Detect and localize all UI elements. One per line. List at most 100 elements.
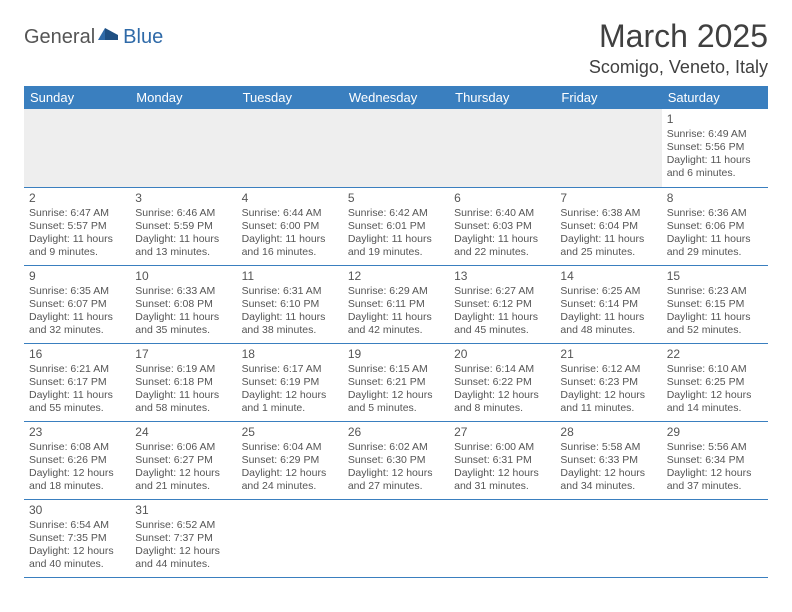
- day-number: 29: [667, 425, 763, 440]
- logo-text-blue: Blue: [123, 26, 163, 49]
- logo-text-general: General: [24, 26, 95, 49]
- sunset-line: Sunset: 7:35 PM: [29, 532, 125, 545]
- calendar-cell: 4Sunrise: 6:44 AMSunset: 6:00 PMDaylight…: [237, 187, 343, 265]
- calendar-cell: 22Sunrise: 6:10 AMSunset: 6:25 PMDayligh…: [662, 343, 768, 421]
- daylight-line: Daylight: 11 hours and 55 minutes.: [29, 389, 125, 415]
- daylight-line: Daylight: 12 hours and 24 minutes.: [242, 467, 338, 493]
- logo-flag-icon: [98, 26, 120, 49]
- sunset-line: Sunset: 6:06 PM: [667, 220, 763, 233]
- sunset-line: Sunset: 7:37 PM: [135, 532, 231, 545]
- day-number: 9: [29, 269, 125, 284]
- sunset-line: Sunset: 6:12 PM: [454, 298, 550, 311]
- daylight-line: Daylight: 12 hours and 5 minutes.: [348, 389, 444, 415]
- day-header: Saturday: [662, 86, 768, 109]
- calendar-cell: 31Sunrise: 6:52 AMSunset: 7:37 PMDayligh…: [130, 499, 236, 577]
- calendar-cell: 29Sunrise: 5:56 AMSunset: 6:34 PMDayligh…: [662, 421, 768, 499]
- day-header-row: Sunday Monday Tuesday Wednesday Thursday…: [24, 86, 768, 109]
- sunset-line: Sunset: 6:31 PM: [454, 454, 550, 467]
- title-block: March 2025 Scomigo, Veneto, Italy: [589, 18, 768, 78]
- daylight-line: Daylight: 11 hours and 6 minutes.: [667, 154, 763, 180]
- sunrise-line: Sunrise: 6:27 AM: [454, 285, 550, 298]
- calendar-cell: 17Sunrise: 6:19 AMSunset: 6:18 PMDayligh…: [130, 343, 236, 421]
- calendar-cell: 5Sunrise: 6:42 AMSunset: 6:01 PMDaylight…: [343, 187, 449, 265]
- sunrise-line: Sunrise: 6:47 AM: [29, 207, 125, 220]
- day-number: 5: [348, 191, 444, 206]
- header: General Blue March 2025 Scomigo, Veneto,…: [24, 18, 768, 78]
- calendar-cell: 27Sunrise: 6:00 AMSunset: 6:31 PMDayligh…: [449, 421, 555, 499]
- calendar-row: 1Sunrise: 6:49 AMSunset: 5:56 PMDaylight…: [24, 109, 768, 187]
- sunrise-line: Sunrise: 6:12 AM: [560, 363, 656, 376]
- day-number: 12: [348, 269, 444, 284]
- day-number: 21: [560, 347, 656, 362]
- calendar-cell: 18Sunrise: 6:17 AMSunset: 6:19 PMDayligh…: [237, 343, 343, 421]
- sunrise-line: Sunrise: 6:15 AM: [348, 363, 444, 376]
- calendar-cell: 8Sunrise: 6:36 AMSunset: 6:06 PMDaylight…: [662, 187, 768, 265]
- calendar-cell: 9Sunrise: 6:35 AMSunset: 6:07 PMDaylight…: [24, 265, 130, 343]
- daylight-line: Daylight: 12 hours and 37 minutes.: [667, 467, 763, 493]
- sunrise-line: Sunrise: 6:54 AM: [29, 519, 125, 532]
- sunrise-line: Sunrise: 6:02 AM: [348, 441, 444, 454]
- sunset-line: Sunset: 6:34 PM: [667, 454, 763, 467]
- day-number: 18: [242, 347, 338, 362]
- calendar-cell: 14Sunrise: 6:25 AMSunset: 6:14 PMDayligh…: [555, 265, 661, 343]
- day-number: 6: [454, 191, 550, 206]
- calendar-cell: 7Sunrise: 6:38 AMSunset: 6:04 PMDaylight…: [555, 187, 661, 265]
- daylight-line: Daylight: 11 hours and 58 minutes.: [135, 389, 231, 415]
- calendar-cell: 28Sunrise: 5:58 AMSunset: 6:33 PMDayligh…: [555, 421, 661, 499]
- daylight-line: Daylight: 12 hours and 21 minutes.: [135, 467, 231, 493]
- calendar-cell: [449, 109, 555, 187]
- daylight-line: Daylight: 11 hours and 52 minutes.: [667, 311, 763, 337]
- sunrise-line: Sunrise: 6:00 AM: [454, 441, 550, 454]
- calendar-cell: 24Sunrise: 6:06 AMSunset: 6:27 PMDayligh…: [130, 421, 236, 499]
- sunset-line: Sunset: 6:15 PM: [667, 298, 763, 311]
- daylight-line: Daylight: 11 hours and 13 minutes.: [135, 233, 231, 259]
- sunrise-line: Sunrise: 6:29 AM: [348, 285, 444, 298]
- sunrise-line: Sunrise: 6:10 AM: [667, 363, 763, 376]
- sunrise-line: Sunrise: 6:36 AM: [667, 207, 763, 220]
- daylight-line: Daylight: 11 hours and 25 minutes.: [560, 233, 656, 259]
- daylight-line: Daylight: 12 hours and 18 minutes.: [29, 467, 125, 493]
- calendar-table: Sunday Monday Tuesday Wednesday Thursday…: [24, 86, 768, 578]
- sunset-line: Sunset: 6:17 PM: [29, 376, 125, 389]
- calendar-cell: 16Sunrise: 6:21 AMSunset: 6:17 PMDayligh…: [24, 343, 130, 421]
- calendar-cell: 21Sunrise: 6:12 AMSunset: 6:23 PMDayligh…: [555, 343, 661, 421]
- calendar-cell: 25Sunrise: 6:04 AMSunset: 6:29 PMDayligh…: [237, 421, 343, 499]
- sunrise-line: Sunrise: 6:49 AM: [667, 128, 763, 141]
- sunset-line: Sunset: 6:30 PM: [348, 454, 444, 467]
- calendar-cell: [555, 499, 661, 577]
- sunrise-line: Sunrise: 6:44 AM: [242, 207, 338, 220]
- day-number: 31: [135, 503, 231, 518]
- sunset-line: Sunset: 6:19 PM: [242, 376, 338, 389]
- sunset-line: Sunset: 5:59 PM: [135, 220, 231, 233]
- calendar-cell: [555, 109, 661, 187]
- sunset-line: Sunset: 6:14 PM: [560, 298, 656, 311]
- sunset-line: Sunset: 6:29 PM: [242, 454, 338, 467]
- calendar-cell: [343, 499, 449, 577]
- day-header: Monday: [130, 86, 236, 109]
- day-header: Wednesday: [343, 86, 449, 109]
- day-number: 11: [242, 269, 338, 284]
- day-header: Friday: [555, 86, 661, 109]
- calendar-row: 23Sunrise: 6:08 AMSunset: 6:26 PMDayligh…: [24, 421, 768, 499]
- daylight-line: Daylight: 12 hours and 27 minutes.: [348, 467, 444, 493]
- calendar-cell: 6Sunrise: 6:40 AMSunset: 6:03 PMDaylight…: [449, 187, 555, 265]
- calendar-cell: [662, 499, 768, 577]
- sunrise-line: Sunrise: 6:33 AM: [135, 285, 231, 298]
- daylight-line: Daylight: 12 hours and 34 minutes.: [560, 467, 656, 493]
- sunset-line: Sunset: 5:56 PM: [667, 141, 763, 154]
- day-number: 2: [29, 191, 125, 206]
- calendar-cell: 20Sunrise: 6:14 AMSunset: 6:22 PMDayligh…: [449, 343, 555, 421]
- day-number: 23: [29, 425, 125, 440]
- sunset-line: Sunset: 6:21 PM: [348, 376, 444, 389]
- daylight-line: Daylight: 11 hours and 48 minutes.: [560, 311, 656, 337]
- day-number: 25: [242, 425, 338, 440]
- daylight-line: Daylight: 11 hours and 45 minutes.: [454, 311, 550, 337]
- calendar-cell: 10Sunrise: 6:33 AMSunset: 6:08 PMDayligh…: [130, 265, 236, 343]
- calendar-cell: 11Sunrise: 6:31 AMSunset: 6:10 PMDayligh…: [237, 265, 343, 343]
- calendar-cell: 26Sunrise: 6:02 AMSunset: 6:30 PMDayligh…: [343, 421, 449, 499]
- sunrise-line: Sunrise: 6:17 AM: [242, 363, 338, 376]
- sunrise-line: Sunrise: 6:08 AM: [29, 441, 125, 454]
- daylight-line: Daylight: 12 hours and 11 minutes.: [560, 389, 656, 415]
- month-title: March 2025: [589, 18, 768, 55]
- sunrise-line: Sunrise: 6:46 AM: [135, 207, 231, 220]
